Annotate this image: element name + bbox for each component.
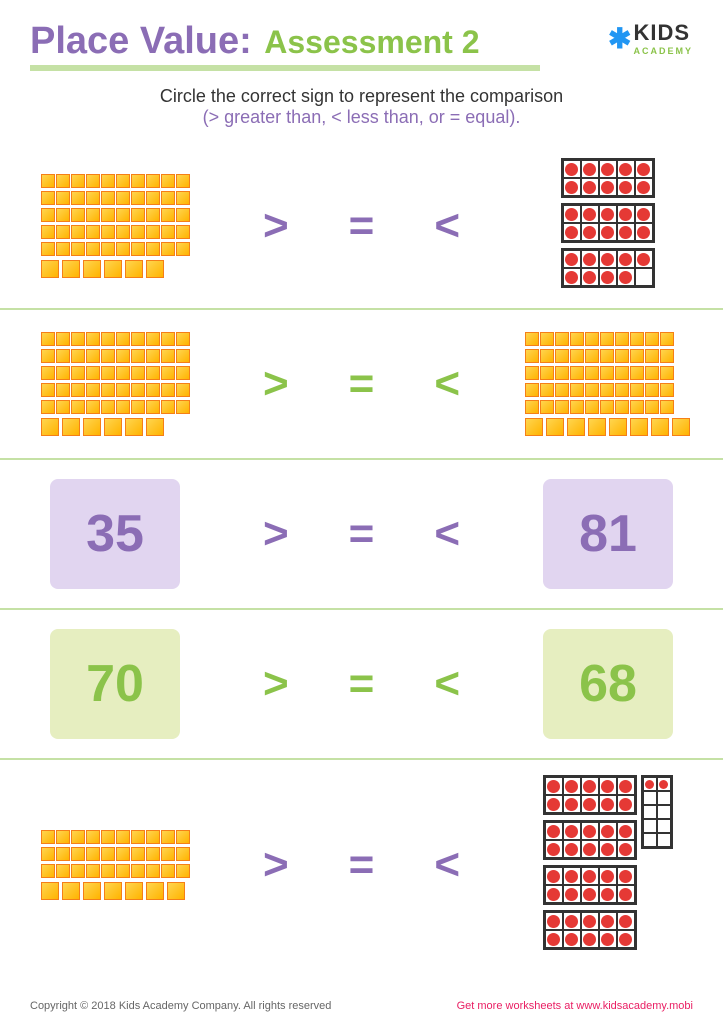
- gt-sign[interactable]: >: [263, 201, 289, 251]
- logo: ✱ KIDS ACADEMY: [608, 20, 693, 56]
- instruction-line2: (> greater than, < less than, or = equal…: [30, 107, 693, 128]
- gt-sign[interactable]: >: [263, 509, 289, 559]
- row4-left: 70: [25, 629, 205, 739]
- row4-right: 68: [518, 629, 698, 739]
- gt-sign[interactable]: >: [263, 659, 289, 709]
- title-main: Place Value:: [30, 20, 252, 62]
- header: Place Value: Assessment 2 ✱ KIDS ACADEMY: [0, 0, 723, 76]
- lt-sign[interactable]: <: [434, 840, 460, 890]
- row2-left: [25, 332, 205, 436]
- row2-right: [518, 332, 698, 436]
- row3-right-num: 81: [543, 479, 673, 589]
- problem-rows: > = < > = < 35 > = < 81: [0, 143, 723, 970]
- lt-sign[interactable]: <: [434, 659, 460, 709]
- lt-sign[interactable]: <: [434, 359, 460, 409]
- row5-signs: > = <: [263, 840, 460, 890]
- row1-right: [518, 158, 698, 293]
- copyright: Copyright © 2018 Kids Academy Company. A…: [30, 1000, 331, 1012]
- getmore-link: Get more worksheets at www.kidsacademy.m…: [457, 1000, 693, 1012]
- row1-signs: > = <: [263, 201, 460, 251]
- gt-sign[interactable]: >: [263, 359, 289, 409]
- gt-sign[interactable]: >: [263, 840, 289, 890]
- row5-right: [518, 775, 698, 955]
- logo-text: KIDS: [633, 20, 690, 45]
- eq-sign[interactable]: =: [349, 509, 375, 559]
- title-block: Place Value: Assessment 2: [30, 20, 540, 71]
- row4-signs: > = <: [263, 659, 460, 709]
- row1-left: [25, 174, 205, 278]
- lt-sign[interactable]: <: [434, 201, 460, 251]
- eq-sign[interactable]: =: [349, 201, 375, 251]
- row5-left: [25, 830, 205, 900]
- row3-left: 35: [25, 479, 205, 589]
- problem-row-1: > = <: [0, 143, 723, 310]
- logo-splash-icon: ✱: [608, 22, 631, 55]
- row3-signs: > = <: [263, 509, 460, 559]
- row3-right: 81: [518, 479, 698, 589]
- eq-sign[interactable]: =: [349, 359, 375, 409]
- problem-row-2: > = <: [0, 310, 723, 460]
- problem-row-3: 35 > = < 81: [0, 460, 723, 610]
- row3-left-num: 35: [50, 479, 180, 589]
- instructions: Circle the correct sign to represent the…: [0, 76, 723, 143]
- row2-signs: > = <: [263, 359, 460, 409]
- logo-academy: ACADEMY: [633, 46, 693, 56]
- title-sub: Assessment 2: [264, 24, 479, 60]
- instruction-line1: Circle the correct sign to represent the…: [30, 86, 693, 107]
- row4-left-num: 70: [50, 629, 180, 739]
- row4-right-num: 68: [543, 629, 673, 739]
- footer: Copyright © 2018 Kids Academy Company. A…: [0, 1000, 723, 1012]
- lt-sign[interactable]: <: [434, 509, 460, 559]
- eq-sign[interactable]: =: [349, 659, 375, 709]
- eq-sign[interactable]: =: [349, 840, 375, 890]
- problem-row-4: 70 > = < 68: [0, 610, 723, 760]
- title-underline: [30, 65, 540, 71]
- problem-row-5: > = <: [0, 760, 723, 970]
